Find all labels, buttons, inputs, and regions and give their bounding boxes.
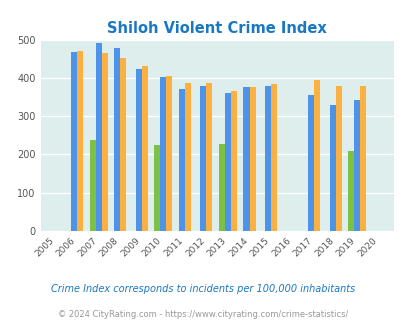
Bar <box>141 66 147 231</box>
Bar <box>264 85 271 231</box>
Bar <box>307 95 313 231</box>
Bar <box>335 85 341 231</box>
Bar <box>313 80 320 231</box>
Bar <box>135 69 141 231</box>
Bar <box>77 51 83 231</box>
Bar <box>166 76 172 231</box>
Bar <box>271 84 276 231</box>
Bar <box>102 53 108 231</box>
Bar <box>206 83 212 231</box>
Bar <box>154 145 160 231</box>
Title: Shiloh Violent Crime Index: Shiloh Violent Crime Index <box>107 21 326 36</box>
Bar <box>347 151 353 231</box>
Bar <box>218 144 224 231</box>
Bar <box>359 85 365 231</box>
Bar <box>184 83 190 231</box>
Bar <box>71 52 77 231</box>
Bar <box>224 93 230 231</box>
Bar <box>329 106 335 231</box>
Text: © 2024 CityRating.com - https://www.cityrating.com/crime-statistics/: © 2024 CityRating.com - https://www.city… <box>58 310 347 319</box>
Bar <box>179 88 184 231</box>
Bar <box>160 77 166 231</box>
Bar <box>120 58 126 231</box>
Bar <box>230 91 237 231</box>
Bar <box>353 100 359 231</box>
Bar <box>114 48 120 231</box>
Text: Crime Index corresponds to incidents per 100,000 inhabitants: Crime Index corresponds to incidents per… <box>51 284 354 294</box>
Bar <box>96 44 102 231</box>
Bar <box>200 85 206 231</box>
Bar <box>249 87 255 231</box>
Bar <box>90 140 96 231</box>
Bar <box>243 87 249 231</box>
